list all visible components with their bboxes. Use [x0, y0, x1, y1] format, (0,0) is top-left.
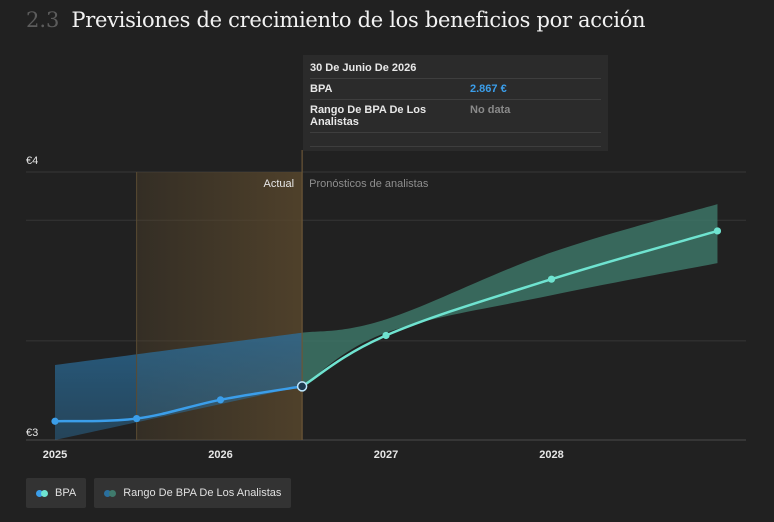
tooltip-date: 30 De Junio De 2026: [310, 62, 601, 79]
hover-tooltip: 30 De Junio De 2026 BPA 2.867 € Rango De…: [303, 55, 608, 151]
forecast-label: Pronósticos de analistas: [309, 178, 429, 190]
x-tick-label: 2025: [43, 449, 67, 461]
legend-eps-label: BPA: [55, 487, 77, 499]
eps-line-forecast: [301, 229, 718, 388]
y-tick-label: €4: [26, 155, 38, 167]
legend-range-toggle[interactable]: Rango De BPA De Los Analistas: [94, 478, 292, 508]
x-tick-label: 2026: [208, 449, 232, 461]
section-number: 2.3: [26, 8, 60, 32]
section-header: 2.3 Previsiones de crecimiento de los be…: [26, 8, 645, 40]
eps-legend-icon: [36, 489, 48, 497]
x-tick-label: 2027: [374, 449, 398, 461]
eps-line-actual: [54, 385, 303, 423]
x-tick-label: 2028: [539, 449, 563, 461]
eps-point: [713, 227, 722, 235]
eps-point: [133, 414, 141, 423]
chart-legend: BPA Rango De BPA De Los Analistas: [26, 478, 292, 508]
points-layer: [51, 227, 722, 425]
legend-range-label: Rango De BPA De Los Analistas: [123, 487, 282, 499]
past-range-area: [55, 332, 303, 440]
section-title: Previsiones de crecimiento de los benefi…: [71, 8, 646, 32]
tooltip-row-eps: BPA 2.867 €: [310, 79, 601, 100]
eps-point: [382, 331, 390, 340]
eps-point: [51, 417, 59, 425]
eps-forecast-chart[interactable]: Actual Pronósticos de analistas €3 €4 2025…: [0, 0, 774, 470]
tooltip-eps-label: BPA: [310, 83, 333, 95]
y-tick-label: €3: [26, 427, 38, 439]
tooltip-range-label: Rango De BPA De Los Analistas: [310, 104, 427, 128]
tooltip-divider: [310, 146, 601, 147]
legend-eps-toggle[interactable]: BPA: [26, 478, 87, 508]
actual-label: Actual: [264, 178, 295, 190]
eps-point-hovered: [296, 381, 308, 392]
range-legend-icon: [104, 489, 117, 497]
eps-point: [547, 275, 556, 283]
eps-point: [216, 396, 225, 404]
tooltip-row-range: Rango De BPA De Los Analistas No data: [310, 100, 601, 133]
ticks-layer: €3 €4 2025 2026 2027 2028: [26, 155, 564, 461]
tooltip-range-value: No data: [470, 104, 511, 116]
tooltip-eps-value: 2.867 €: [470, 83, 507, 95]
forecast-range-area: [302, 204, 718, 387]
